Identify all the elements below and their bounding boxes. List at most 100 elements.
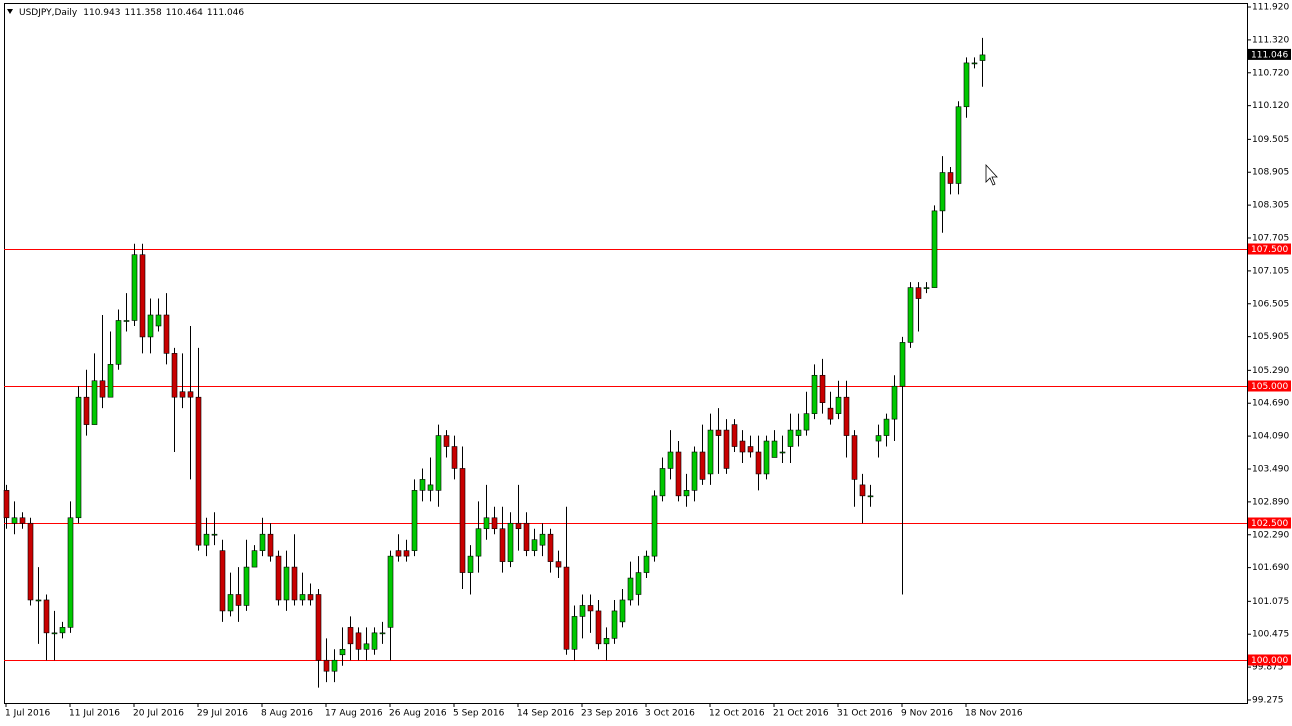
y-tick-label: 100.475 (1252, 630, 1289, 640)
plot-frame (4, 3, 1248, 704)
candle-body (755, 451, 762, 475)
y-tick-label: 107.105 (1252, 266, 1289, 276)
candle-body (115, 320, 122, 365)
candle-body (579, 605, 586, 617)
y-tick-label: 104.090 (1252, 432, 1289, 442)
candle-body (675, 451, 682, 497)
candle-body (339, 648, 346, 656)
candle-body (259, 533, 266, 551)
candle-body (547, 533, 554, 562)
y-tick-label: 101.075 (1252, 597, 1289, 607)
level-label-box (1248, 243, 1291, 255)
x-tick-label: 26 Aug 2016 (389, 709, 447, 719)
x-tick-label: 21 Oct 2016 (773, 709, 829, 719)
candle-body (571, 616, 578, 650)
candle-body (323, 659, 330, 672)
candle-body (883, 418, 890, 436)
candle-body (819, 374, 826, 403)
candle-body (875, 435, 882, 442)
candle-body (195, 396, 202, 546)
candle-body (707, 429, 714, 475)
candle-body (419, 479, 426, 491)
level-label: 107.500 (1251, 245, 1288, 255)
candle-body (659, 468, 666, 497)
x-tick-label: 9 Nov 2016 (901, 709, 953, 719)
candle-body (235, 594, 242, 606)
x-tick-label: 11 Jul 2016 (69, 709, 120, 719)
candle-body (979, 54, 986, 61)
level-label: 105.000 (1251, 382, 1288, 392)
candle-body (179, 391, 186, 398)
candle-body (171, 353, 178, 398)
candle-body (51, 632, 58, 635)
candle-body (667, 451, 674, 469)
candle-body (643, 555, 650, 573)
candle-body (851, 435, 858, 480)
candle-body (43, 599, 50, 634)
candle-body (731, 424, 738, 447)
y-tick-label: 99.275 (1252, 695, 1284, 705)
candle-body (723, 429, 730, 469)
candle-body (227, 594, 234, 612)
y-tick-label: 107.705 (1252, 234, 1289, 244)
candle-body (619, 599, 626, 623)
candle-body (923, 287, 930, 289)
y-tick-label: 108.905 (1252, 168, 1289, 178)
candle-body (3, 490, 10, 519)
candle-body (651, 495, 658, 557)
candle-body (859, 484, 866, 497)
candle-body (27, 522, 34, 601)
candle-body (467, 555, 474, 573)
candle-body (163, 314, 170, 354)
chart-header: USDJPY,Daily 110.943 111.358 110.464 111.046 (19, 8, 244, 18)
candle-body (827, 407, 834, 420)
candle-body (603, 638, 610, 645)
symbol: USDJPY,Daily (19, 8, 78, 18)
level-label-box (1248, 380, 1291, 392)
candle-body (779, 451, 786, 454)
candle-body (939, 172, 946, 212)
candle-body (219, 550, 226, 612)
last-price-label: 111.046 (1251, 50, 1288, 60)
candle-body (475, 528, 482, 557)
level-label: 102.500 (1251, 519, 1288, 529)
y-tick-label: 105.290 (1252, 366, 1289, 376)
last-price-box (1248, 48, 1291, 60)
candle-body (739, 440, 746, 453)
menu-arrow[interactable] (7, 9, 13, 14)
header-low: 110.464 (166, 8, 203, 18)
candle-body (555, 561, 562, 568)
y-tick-label: 109.505 (1252, 135, 1289, 145)
candle-body (387, 555, 394, 628)
candle-body (307, 594, 314, 601)
y-tick-label: 102.890 (1252, 497, 1289, 507)
candle-body (275, 555, 282, 601)
candle-body (635, 572, 642, 595)
y-tick-label: 103.490 (1252, 464, 1289, 474)
candle-body (507, 522, 514, 562)
candle-body (483, 517, 490, 530)
y-tick-label: 108.305 (1252, 201, 1289, 211)
candle-body (379, 632, 386, 635)
candle-body (587, 605, 594, 612)
candle-body (91, 380, 98, 425)
candle-body (203, 533, 210, 546)
candle-body (763, 440, 770, 475)
candle-body (611, 610, 618, 639)
candle-body (139, 254, 146, 338)
candle-body (523, 522, 530, 551)
x-tick-label: 3 Oct 2016 (645, 709, 695, 719)
candle-body (443, 435, 450, 447)
candle-body (283, 566, 290, 601)
x-tick-label: 8 Aug 2016 (261, 709, 313, 719)
candle-body (683, 490, 690, 497)
candle-body (747, 446, 754, 453)
mouse-cursor (985, 163, 998, 186)
candle-body (331, 659, 338, 672)
candle-body (899, 342, 906, 387)
candle-body (947, 172, 954, 184)
candle-body (355, 632, 362, 650)
y-tick-label: 111.320 (1252, 35, 1289, 45)
candle-body (867, 495, 874, 498)
